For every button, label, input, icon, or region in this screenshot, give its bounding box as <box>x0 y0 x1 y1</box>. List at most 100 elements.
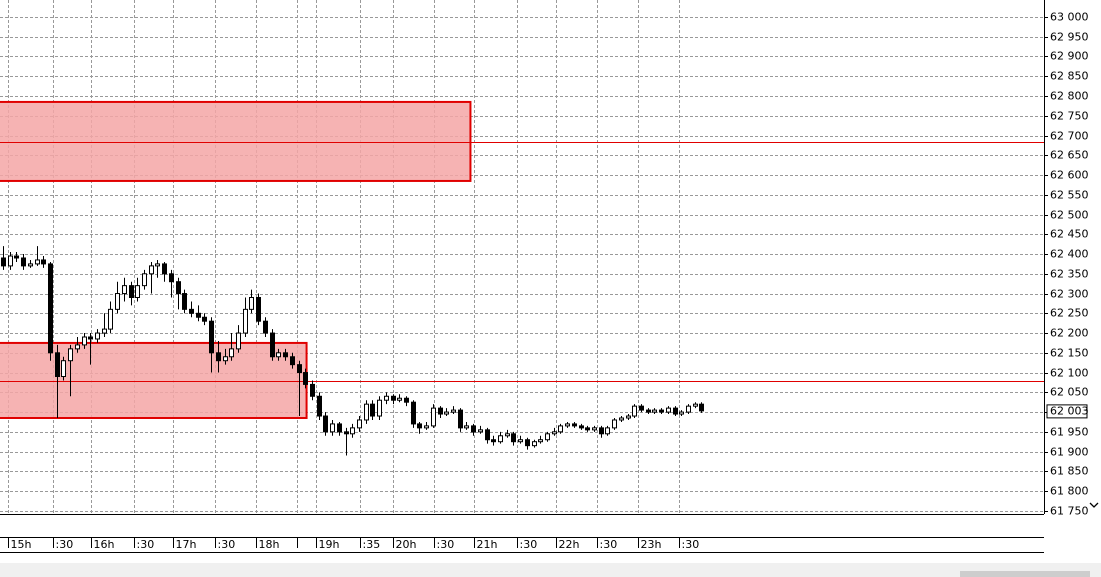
x-tick-label: 23h <box>641 538 662 551</box>
y-tick-label: 62 350 <box>1050 268 1089 281</box>
candle-body <box>498 435 503 443</box>
y-tick-label: 61 850 <box>1050 465 1089 478</box>
candle-body <box>35 259 40 265</box>
candle-body <box>552 431 557 435</box>
candle-body <box>599 427 604 435</box>
candle-body <box>585 427 590 431</box>
y-tick-label: 61 800 <box>1050 485 1089 498</box>
candle-body <box>471 425 476 433</box>
candle-body <box>1 257 6 267</box>
y-tick-label: 62 450 <box>1050 228 1089 241</box>
candle-body <box>525 439 530 447</box>
x-tick-label: 16h <box>94 538 115 551</box>
y-tick-label: 62 100 <box>1050 367 1089 380</box>
candle-body <box>438 407 443 415</box>
candle-body <box>196 312 201 318</box>
x-tick-label: 15h <box>11 538 32 551</box>
candle-body <box>558 425 563 433</box>
y-tick-label: 62 300 <box>1050 288 1089 301</box>
candle-body <box>68 348 73 362</box>
plot-area <box>0 0 1044 514</box>
candle-body <box>122 285 127 295</box>
candle-body <box>350 427 355 435</box>
candle-body <box>209 320 214 354</box>
candle-body <box>283 352 288 358</box>
candle-body <box>169 273 174 283</box>
candle-body <box>673 407 678 415</box>
candle-body <box>189 308 194 314</box>
candle-body <box>142 273 147 287</box>
last-price-box <box>1046 404 1088 419</box>
scrollbar-track <box>0 563 1101 577</box>
candle-body <box>176 281 181 295</box>
y-tick-label: 61 900 <box>1050 446 1089 459</box>
x-tick-label: :30 <box>218 538 236 551</box>
candle-body <box>290 356 295 366</box>
y-tick-label: 62 750 <box>1050 110 1089 123</box>
candle-body <box>88 336 93 340</box>
y-tick-label: 62 250 <box>1050 307 1089 320</box>
candle-body <box>303 372 308 385</box>
candle-body <box>451 409 456 413</box>
x-tick-label: 17h <box>176 538 197 551</box>
candle-body <box>646 409 651 413</box>
candle-body <box>619 417 624 421</box>
candle-body <box>115 293 120 310</box>
candle-body <box>102 328 107 334</box>
candle-body <box>532 441 537 447</box>
candle-body <box>344 431 349 435</box>
candle-body <box>397 397 402 401</box>
candle-body <box>95 332 100 340</box>
candle-body <box>330 423 335 433</box>
candle-body <box>659 409 664 413</box>
y-tick-label: 62 500 <box>1050 209 1089 222</box>
candle-body <box>75 344 80 350</box>
last-price-label: 62 003 <box>1050 404 1089 417</box>
candle-body <box>216 352 221 362</box>
candle-body <box>14 255 19 259</box>
y-tick-label: 62 650 <box>1050 149 1089 162</box>
candle-body <box>686 405 691 413</box>
candle-body <box>679 411 684 415</box>
candle-body <box>82 336 87 346</box>
candle-body <box>162 263 167 275</box>
candle-body <box>431 407 436 427</box>
candle-body <box>511 433 516 443</box>
y-tick-label: 62 900 <box>1050 50 1089 63</box>
candle-body <box>518 439 523 443</box>
candle-body <box>48 263 53 354</box>
candle-body <box>129 285 134 298</box>
candle-body <box>135 285 140 298</box>
candle-body <box>458 409 463 429</box>
candle-body <box>21 257 26 267</box>
candle-body <box>41 259 46 265</box>
x-tick-label: 19h <box>319 538 340 551</box>
scroll-down-button[interactable] <box>1089 502 1099 508</box>
candle-body <box>202 316 207 322</box>
candle-body <box>182 293 187 310</box>
y-tick-label: 62 150 <box>1050 347 1089 360</box>
x-tick-label: 20h <box>396 538 417 551</box>
candle-body <box>61 360 66 378</box>
scrollbar-thumb[interactable] <box>960 571 1090 577</box>
candle-body <box>108 308 113 330</box>
y-tick-label: 62 400 <box>1050 248 1089 261</box>
y-tick-label: 62 850 <box>1050 70 1089 83</box>
y-tick-label: 61 950 <box>1050 426 1089 439</box>
x-tick-label: :35 <box>363 538 381 551</box>
candle-body <box>538 439 543 443</box>
zone <box>0 341 308 419</box>
candle-body <box>592 427 597 431</box>
candle-body <box>693 403 698 407</box>
candle-body <box>236 332 241 350</box>
candle-body <box>377 399 382 417</box>
candle-body <box>612 419 617 429</box>
candle-body <box>491 439 496 443</box>
y-tick-label: 63 000 <box>1050 11 1089 24</box>
candle-body <box>364 403 369 421</box>
candle-body <box>411 401 416 425</box>
candle-body <box>545 433 550 441</box>
x-tick-label: :30 <box>56 538 74 551</box>
candle-body <box>229 348 234 358</box>
